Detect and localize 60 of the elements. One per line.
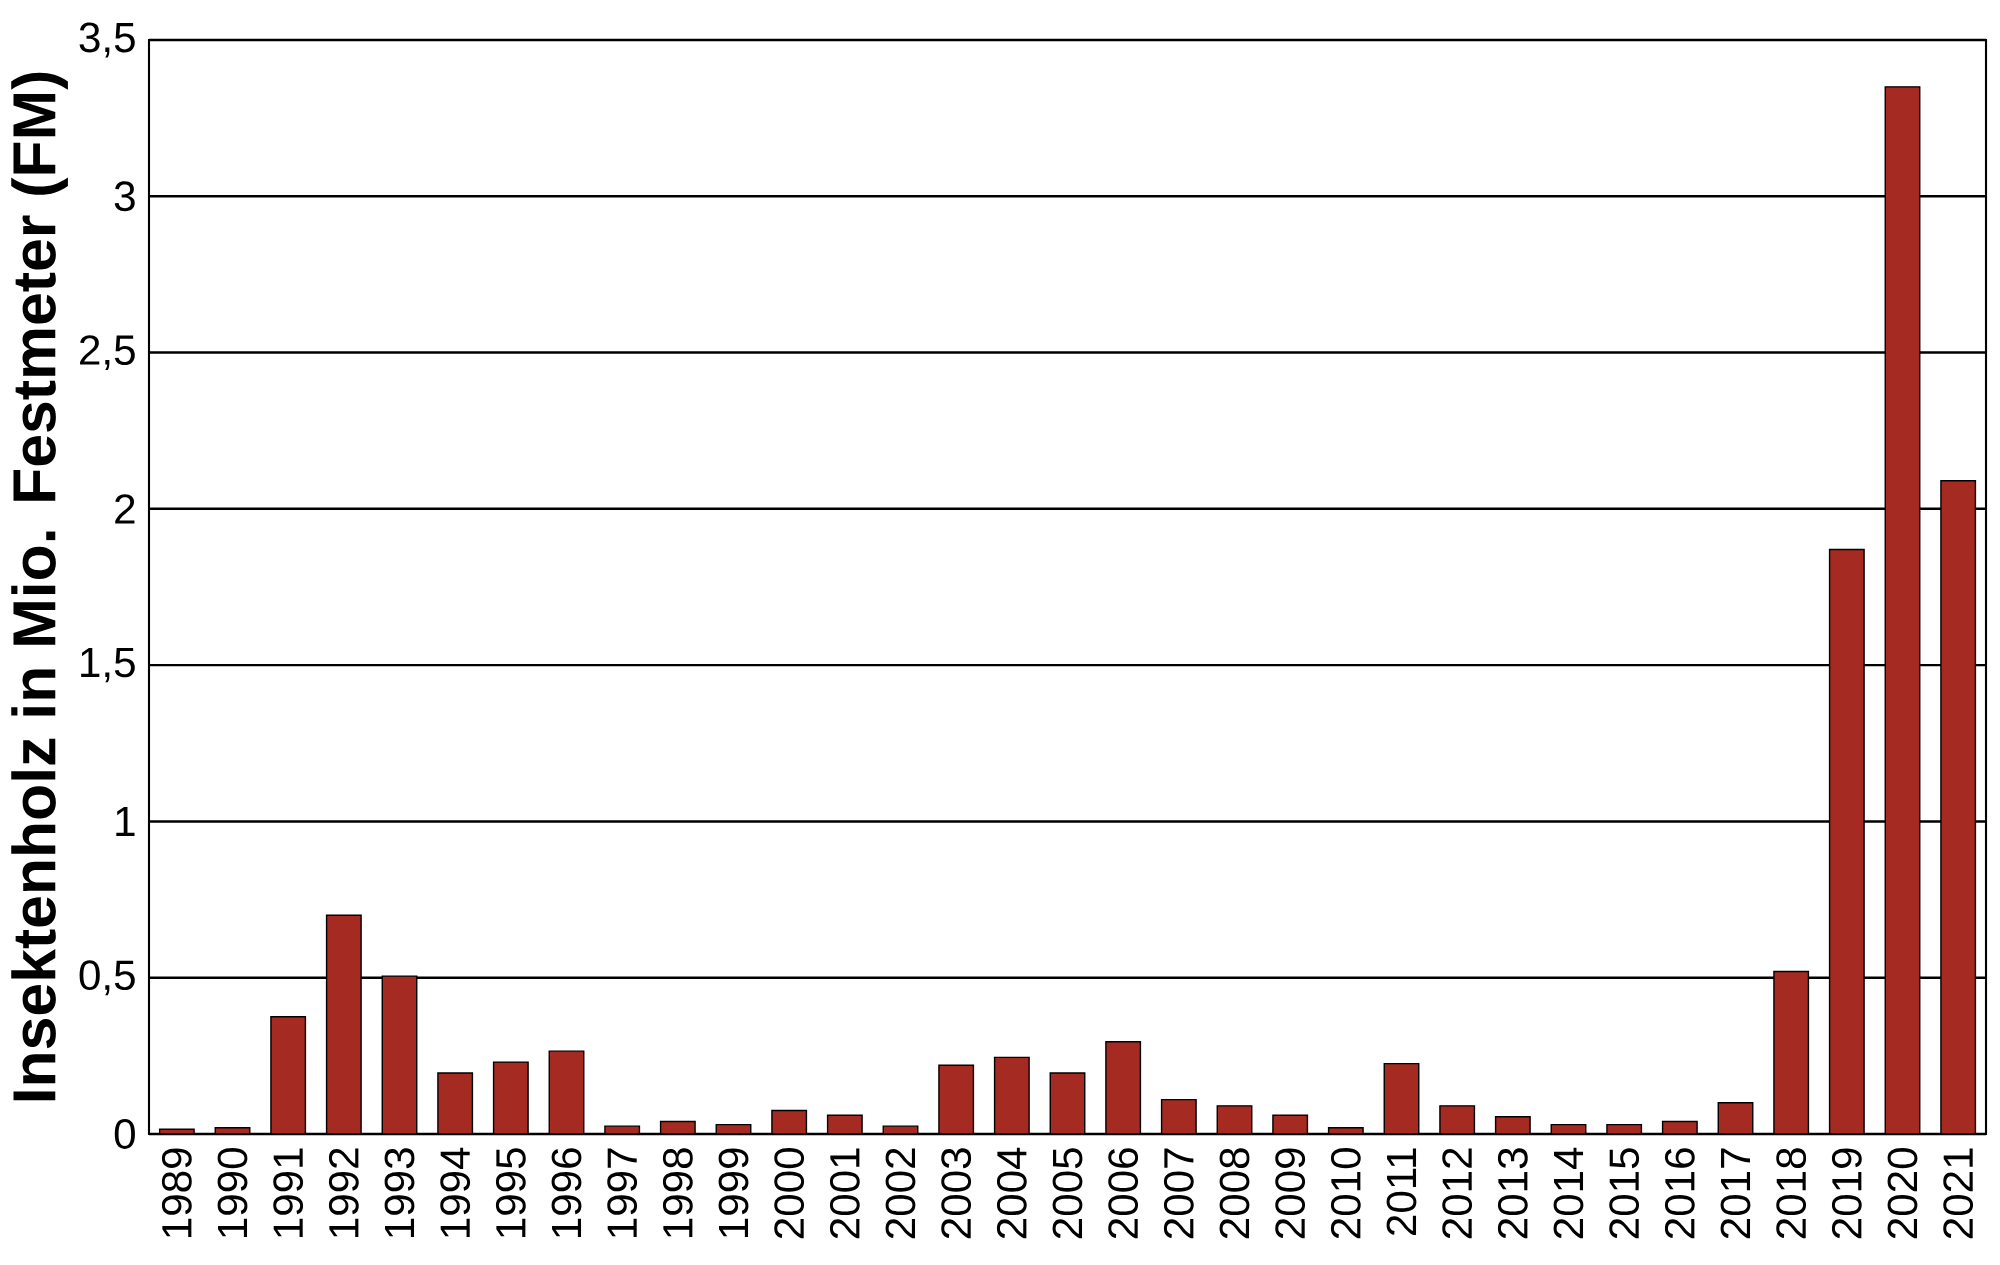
x-tick-label: 2008: [1219, 1148, 1250, 1239]
bar: [938, 1065, 974, 1134]
x-tick-label: 2001: [829, 1148, 860, 1239]
x-tick-label: 2010: [1330, 1148, 1361, 1239]
y-tick-label: 3: [114, 181, 135, 212]
x-tick-label: 1996: [551, 1148, 582, 1238]
y-tick-label: 0,5: [79, 960, 135, 996]
bar: [1940, 480, 1977, 1134]
x-tick-label: 2020: [1887, 1148, 1918, 1239]
x-tick-label: 2018: [1776, 1148, 1807, 1239]
bar: [1050, 1073, 1085, 1134]
bar: [1105, 1041, 1141, 1134]
bar: [493, 1062, 529, 1134]
bar: [326, 915, 362, 1134]
bar: [1161, 1099, 1197, 1134]
x-tick-label: 1993: [384, 1148, 415, 1238]
x-tick-label: 1997: [607, 1148, 638, 1238]
x-tick-label: 1992: [328, 1148, 359, 1238]
x-tick-label: 2006: [1108, 1148, 1139, 1239]
x-tick-label: 1999: [718, 1148, 749, 1238]
x-tick-label: 2005: [1052, 1148, 1083, 1239]
y-tick-label: 2: [115, 494, 135, 524]
y-tick-label: 0: [114, 1119, 135, 1149]
y-axis-title: Insektenholz in Mio. Festmeter (FM): [11, 72, 68, 1101]
bar: [1718, 1102, 1753, 1134]
x-tick-label: 2019: [1831, 1148, 1862, 1239]
x-tick-label: 1994: [440, 1147, 471, 1238]
x-tick-label: 2011: [1386, 1148, 1417, 1235]
y-tick-label: 2,5: [80, 335, 135, 370]
bar: [771, 1110, 807, 1134]
x-tick-label: 2014: [1553, 1147, 1584, 1239]
x-tick-label: 2015: [1609, 1148, 1640, 1239]
bar: [270, 1016, 306, 1134]
x-tick-label: 2009: [1275, 1148, 1306, 1239]
bar: [382, 976, 417, 1134]
bar: [1773, 971, 1809, 1134]
x-tick-label: 2012: [1442, 1148, 1473, 1239]
x-tick-label: 1998: [662, 1148, 693, 1238]
x-tick-label: 1995: [495, 1148, 526, 1238]
x-tick-label: 2017: [1720, 1148, 1751, 1239]
bar: [437, 1073, 473, 1134]
x-tick-label: 2003: [941, 1148, 972, 1239]
y-tick-label: 3,5: [79, 22, 135, 58]
x-tick-label: 1990: [217, 1148, 248, 1238]
x-tick-label: 2016: [1664, 1148, 1695, 1239]
x-tick-label: 2021: [1943, 1148, 1974, 1239]
y-tick-label: 1: [116, 806, 135, 836]
bar: [1885, 86, 1920, 1134]
x-tick-label: 2013: [1497, 1148, 1528, 1239]
bar: [1829, 549, 1865, 1134]
x-tick-label: 1989: [161, 1148, 192, 1238]
y-tick-label: 1,5: [81, 647, 135, 683]
x-tick-label: 2002: [885, 1148, 916, 1239]
bar: [1384, 1063, 1419, 1134]
bar: [549, 1051, 584, 1134]
x-tick-label: 2007: [1163, 1148, 1194, 1239]
x-tick-label: 2000: [774, 1148, 805, 1239]
x-tick-label: 2004: [996, 1147, 1027, 1239]
bar: [994, 1057, 1030, 1134]
x-tick-label: 1991: [273, 1148, 304, 1238]
